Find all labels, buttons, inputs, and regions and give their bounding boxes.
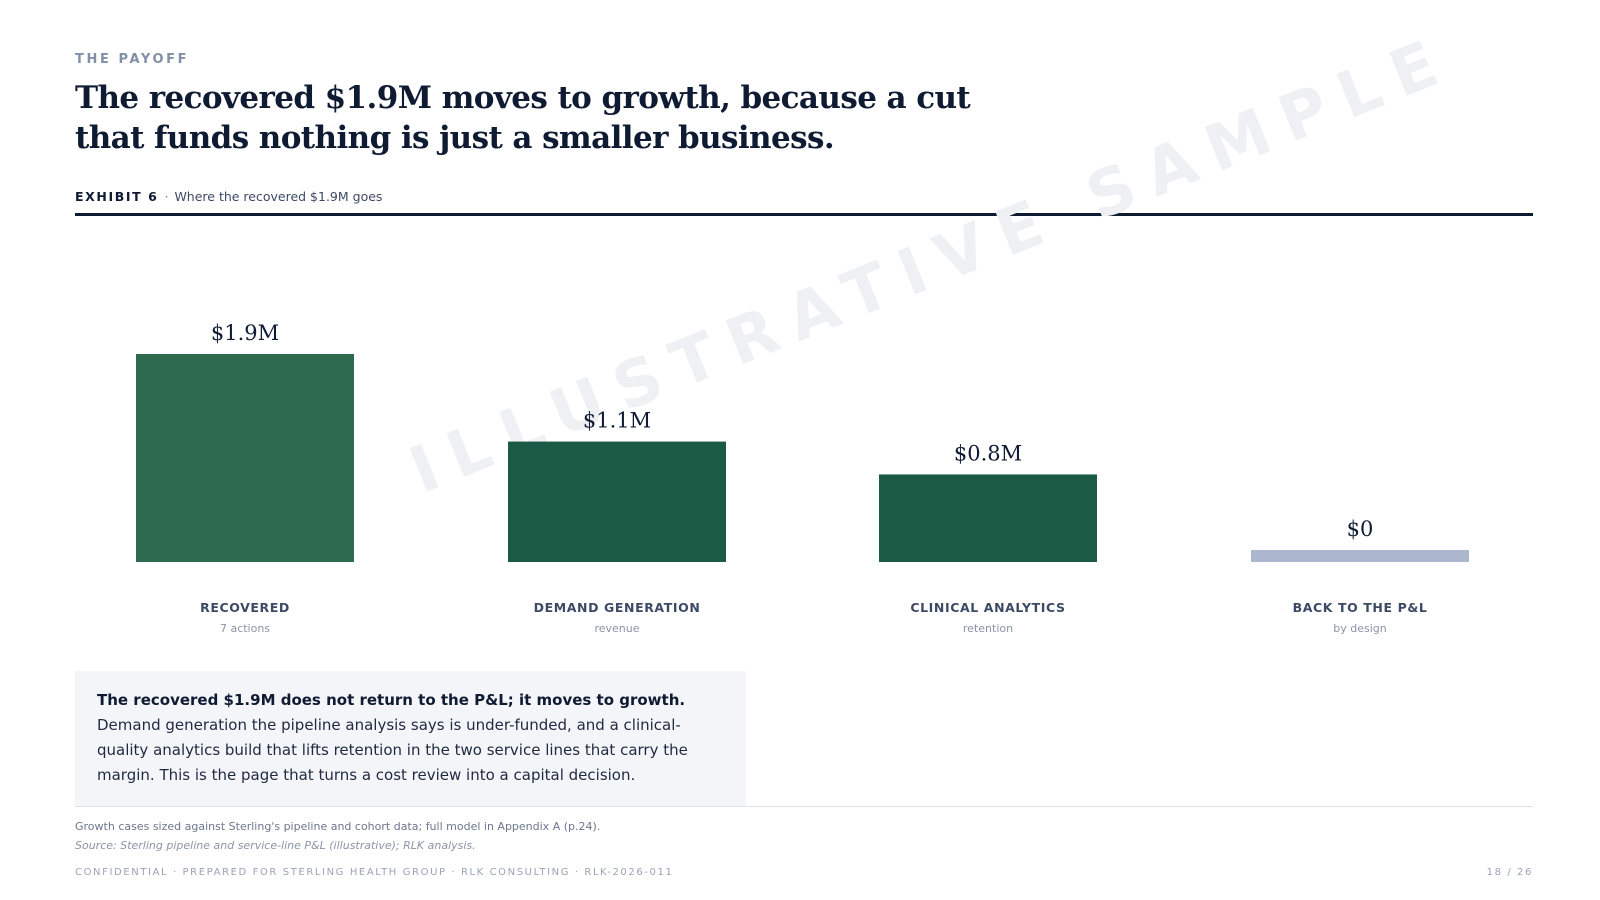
confidential-footer: CONFIDENTIAL · PREPARED FOR STERLING HEA… xyxy=(75,867,674,878)
category-label-recovered: RECOVERED xyxy=(200,600,290,615)
category-label-clinical-analytics: CLINICAL ANALYTICS xyxy=(910,600,1065,615)
data-label-demand-generation: $1.1M xyxy=(583,409,651,433)
footnote: Growth cases sized against Sterling's pi… xyxy=(75,820,601,833)
callout-body: Demand generation the pipeline analysis … xyxy=(97,716,688,784)
page-headline: The recovered $1.9M moves to growth, bec… xyxy=(75,80,971,156)
exhibit-caption: Where the recovered $1.9M goes xyxy=(174,189,383,204)
data-label-clinical-analytics: $0.8M xyxy=(954,441,1022,465)
heavy-divider xyxy=(75,213,1533,216)
category-sublabel-back-to-the-p-l: by design xyxy=(1333,622,1387,635)
category-sublabel-demand-generation: revenue xyxy=(594,622,639,635)
exhibit-tag: EXHIBIT 6 xyxy=(75,189,159,204)
bar-back-to-the-p-l xyxy=(1251,550,1469,562)
exhibit-caption-row: EXHIBIT 6 · Where the recovered $1.9M goes xyxy=(75,189,382,204)
bar-clinical-analytics xyxy=(879,474,1097,562)
data-label-back-to-the-p-l: $0 xyxy=(1347,517,1374,541)
category-sublabel-recovered: 7 actions xyxy=(220,622,270,635)
source-line: Source: Sterling pipeline and service-li… xyxy=(75,839,476,852)
category-label-demand-generation: DEMAND GENERATION xyxy=(534,600,701,615)
page-number: 18 / 26 xyxy=(1486,867,1533,878)
exhibit-separator: · xyxy=(164,189,169,204)
category-sublabel-clinical-analytics: retention xyxy=(963,622,1013,635)
bar-recovered xyxy=(136,354,354,562)
callout-lead: The recovered $1.9M does not return to t… xyxy=(97,691,686,709)
data-label-recovered: $1.9M xyxy=(211,321,279,345)
bar-demand-generation xyxy=(508,441,726,562)
thin-divider xyxy=(75,806,1533,807)
key-takeaway-callout: The recovered $1.9M does not return to t… xyxy=(75,671,746,806)
bar-chart: $1.9M RECOVERED 7 actions $1.1M DEMAND GENER… xyxy=(136,321,1469,635)
category-label-back-to-the-p-l: BACK TO THE P&L xyxy=(1293,600,1428,615)
section-eyebrow: THE PAYOFF xyxy=(75,52,190,67)
